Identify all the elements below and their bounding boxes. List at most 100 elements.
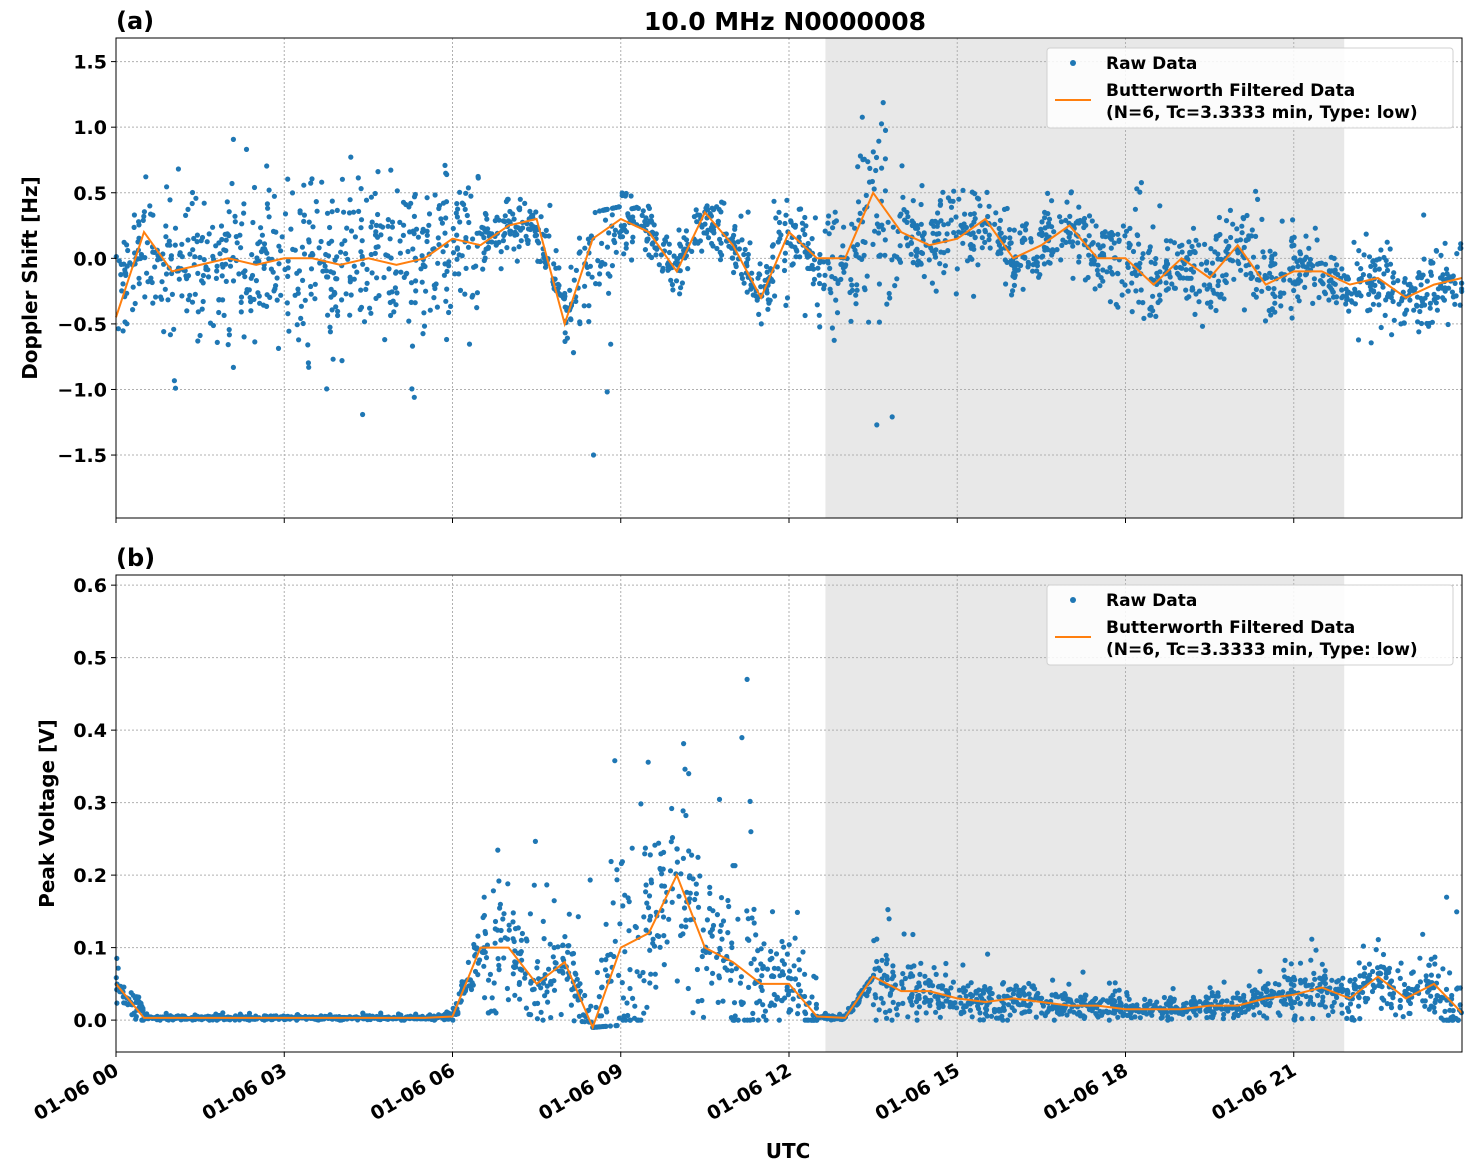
raw-point [648,880,655,886]
raw-point [1390,280,1397,286]
raw-point [165,242,171,248]
raw-point [870,241,876,247]
raw-point [454,232,460,238]
raw-point [683,812,689,819]
raw-point [1416,329,1422,335]
raw-point [1222,1006,1229,1012]
raw-point [941,270,947,276]
raw-point [650,230,656,236]
raw-point [1209,1015,1216,1021]
raw-point [1432,954,1438,960]
raw-point [793,254,799,260]
raw-point [1285,975,1291,981]
raw-point [1192,249,1198,256]
raw-point [1002,257,1008,263]
raw-point [1320,994,1326,1000]
raw-point [274,275,280,281]
raw-point [899,163,905,169]
raw-point [805,240,811,247]
panel-label: (a) [116,7,154,35]
raw-point [351,263,357,269]
raw-point [1383,297,1389,303]
raw-point [485,1010,491,1016]
raw-point [649,254,655,261]
raw-point [720,998,726,1004]
raw-point [482,210,488,217]
raw-point [796,957,802,963]
raw-point [709,240,715,247]
raw-point [282,266,288,273]
raw-point [668,839,674,845]
raw-point [544,983,550,989]
raw-point [531,882,537,888]
raw-point [1147,1001,1153,1007]
raw-point [345,256,351,262]
raw-point [763,263,770,270]
raw-point [1074,998,1080,1004]
raw-point [1244,212,1250,219]
raw-point [119,288,125,294]
raw-point [419,253,425,259]
raw-point [1181,1001,1187,1007]
raw-point [1086,252,1092,258]
raw-point [1032,986,1038,992]
raw-point [982,239,988,245]
raw-point [1257,1010,1263,1016]
raw-point [956,229,962,235]
raw-point [776,1017,782,1023]
raw-point [878,995,884,1001]
raw-point [1455,1017,1461,1023]
raw-point [852,225,858,231]
raw-point [538,1009,544,1015]
raw-point [977,1010,983,1016]
raw-point [1288,961,1294,967]
raw-point [570,350,577,356]
raw-point [498,927,504,934]
raw-point [617,921,623,927]
raw-point [1049,252,1055,258]
raw-point [968,980,974,986]
raw-point [769,973,775,979]
raw-point [984,1002,990,1008]
raw-point [1196,299,1202,305]
raw-point [1122,233,1128,239]
raw-point [1122,282,1128,288]
raw-point [822,272,828,278]
raw-point [687,896,693,902]
raw-point [629,239,636,245]
raw-point [360,261,366,267]
raw-point [378,1010,384,1016]
raw-point [623,229,630,235]
raw-point [368,251,374,258]
raw-point [1026,980,1032,987]
raw-point [523,936,529,942]
raw-point [474,305,480,311]
raw-point [1088,261,1094,267]
raw-point [1098,999,1104,1005]
raw-point [697,873,703,879]
raw-point [541,936,547,942]
x-tick-label: 01-06 18 [1040,1059,1132,1125]
raw-point [674,859,681,865]
raw-point [763,1017,769,1023]
raw-point [784,197,790,203]
raw-point [873,995,879,1001]
raw-point [1020,254,1026,260]
raw-point [705,235,712,241]
raw-point [1186,239,1192,245]
raw-point [1132,206,1138,212]
raw-point [1245,1005,1251,1011]
raw-point [290,246,296,252]
raw-point [1216,214,1222,221]
raw-point [285,273,291,279]
raw-point [495,847,501,853]
raw-point [985,213,991,220]
raw-point [459,200,465,206]
raw-point [1356,960,1362,966]
raw-point [136,281,142,287]
raw-point [1130,248,1137,255]
raw-point [1352,976,1358,983]
raw-point [627,985,633,992]
raw-point [683,228,690,234]
raw-point [739,1001,745,1008]
